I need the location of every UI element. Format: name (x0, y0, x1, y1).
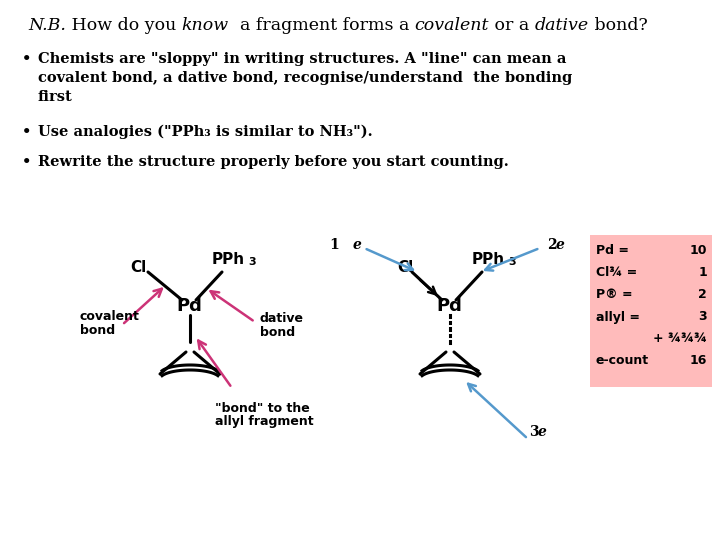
Text: Rewrite the structure properly before you start counting.: Rewrite the structure properly before yo… (38, 155, 509, 169)
Text: 2: 2 (548, 238, 562, 252)
Text: e: e (556, 238, 565, 252)
Text: allyl =: allyl = (596, 310, 640, 323)
Text: + ¾¾¾: + ¾¾¾ (653, 333, 707, 346)
Text: •: • (22, 155, 32, 169)
Text: a fragment forms a: a fragment forms a (229, 17, 415, 35)
Text: covalent: covalent (80, 309, 140, 322)
Text: dative: dative (535, 17, 589, 35)
Text: bond?: bond? (589, 17, 648, 35)
Text: •: • (22, 52, 32, 66)
Text: Use analogies ("PPh₃ is similar to NH₃").: Use analogies ("PPh₃ is similar to NH₃")… (38, 125, 373, 139)
Text: PPh: PPh (472, 253, 505, 267)
Text: 1: 1 (698, 267, 707, 280)
Text: e-count: e-count (596, 354, 649, 368)
Text: 2: 2 (698, 288, 707, 301)
Text: 3: 3 (530, 425, 544, 439)
Text: Cl: Cl (397, 260, 413, 275)
Text: or a: or a (489, 17, 535, 35)
Text: Chemists are "sloppy" in writing structures. A "line" can mean a
covalent bond, : Chemists are "sloppy" in writing structu… (38, 52, 572, 104)
Text: Pd: Pd (176, 297, 202, 315)
Bar (590, 235, 712, 387)
Text: covalent: covalent (415, 17, 489, 35)
Text: 3: 3 (508, 257, 516, 267)
Text: Pd =: Pd = (596, 245, 629, 258)
Text: 16: 16 (690, 354, 707, 368)
Text: Pd: Pd (436, 297, 462, 315)
Text: 3: 3 (248, 257, 256, 267)
Text: How do you: How do you (66, 17, 181, 35)
Text: dative: dative (260, 312, 304, 325)
Text: 1: 1 (330, 238, 345, 252)
Text: Cl: Cl (130, 260, 146, 275)
Text: •: • (22, 125, 32, 139)
Text: bond: bond (80, 323, 115, 336)
Text: Cl¾ =: Cl¾ = (596, 267, 637, 280)
Text: 10: 10 (690, 245, 707, 258)
Text: 3: 3 (698, 310, 707, 323)
Text: e: e (353, 238, 362, 252)
Text: bond: bond (260, 326, 295, 339)
Text: know: know (181, 17, 229, 35)
Text: P® =: P® = (596, 288, 633, 301)
Text: allyl fragment: allyl fragment (215, 415, 314, 429)
Text: "bond" to the: "bond" to the (215, 402, 310, 415)
Text: N.B.: N.B. (28, 17, 66, 35)
Text: PPh: PPh (212, 253, 245, 267)
Text: e: e (538, 425, 547, 439)
